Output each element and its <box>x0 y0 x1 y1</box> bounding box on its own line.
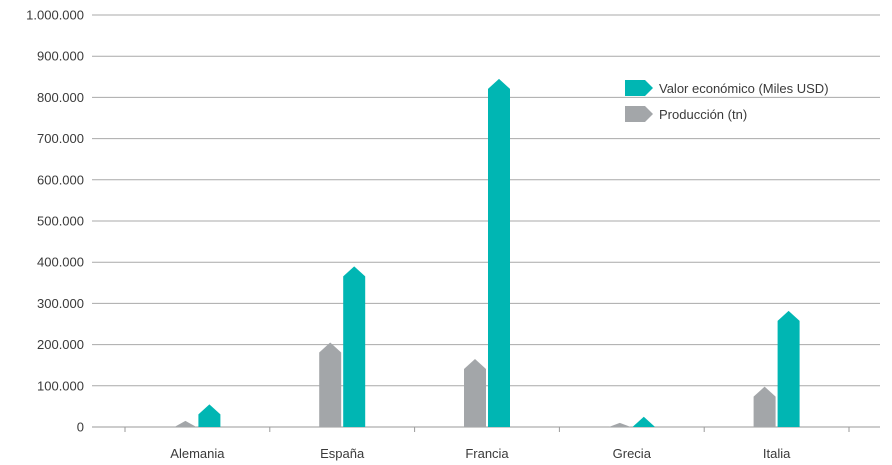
bar-produccion <box>608 422 631 427</box>
bar-valor-economico <box>343 266 366 427</box>
y-tick-label: 900.000 <box>37 49 84 64</box>
y-tick-label: 300.000 <box>37 296 84 311</box>
y-tick-label: 100.000 <box>37 378 84 393</box>
y-tick-label: 1.000.000 <box>26 8 84 23</box>
y-tick-label: 500.000 <box>37 214 84 229</box>
bar-produccion <box>753 386 776 427</box>
y-tick-label: 0 <box>77 420 84 435</box>
legend-swatch <box>625 106 653 122</box>
bar-valor-economico <box>632 416 655 427</box>
bar-produccion <box>319 342 342 427</box>
y-tick-label: 600.000 <box>37 172 84 187</box>
y-tick-label: 800.000 <box>37 90 84 105</box>
bars <box>174 78 800 428</box>
bar-valor-economico <box>777 310 800 427</box>
legend-label: Valor económico (Miles USD) <box>659 81 829 96</box>
x-tick-label: España <box>320 446 365 461</box>
grid-lines <box>92 14 880 428</box>
y-tick-label: 700.000 <box>37 131 84 146</box>
bar-valor-economico <box>488 78 510 428</box>
x-tick-label: Italia <box>763 446 791 461</box>
x-axis: Alemania España Francia Grecia Italia <box>124 427 850 461</box>
x-tick-label: Grecia <box>613 446 652 461</box>
legend-label: Producción (tn) <box>659 107 747 122</box>
bar-produccion <box>464 359 486 427</box>
legend: Valor económico (Miles USD) Producción (t… <box>625 80 829 122</box>
y-tick-label: 200.000 <box>37 337 84 352</box>
legend-swatch <box>625 80 653 96</box>
y-tick-label: 400.000 <box>37 255 84 270</box>
bar-produccion <box>174 420 197 427</box>
x-tick-label: Francia <box>465 446 509 461</box>
bar-valor-economico <box>198 404 221 427</box>
y-axis-ticks: 0 100.000 200.000 300.000 400.000 500.000 600.… <box>26 8 84 435</box>
x-tick-label: Alemania <box>170 446 225 461</box>
